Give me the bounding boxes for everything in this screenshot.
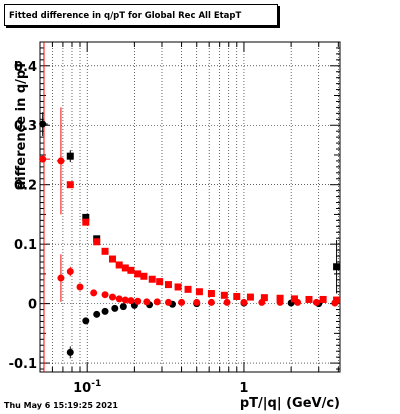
data-point-circle xyxy=(39,120,47,128)
chart-title: Fitted difference in q/pT for Global Rec… xyxy=(4,4,278,26)
data-point-square xyxy=(319,295,327,303)
data-point-square xyxy=(134,270,142,278)
y-tick-label: 0.4 xyxy=(14,60,37,75)
x-axis-label: pT/|q| (GeV/c) xyxy=(239,396,340,411)
data-point-square xyxy=(82,213,90,221)
data-point-circle xyxy=(153,298,161,306)
data-point-circle xyxy=(101,291,109,299)
y-tick-label: 0.1 xyxy=(14,238,37,253)
data-point-circle xyxy=(39,155,47,163)
data-point-square xyxy=(66,181,74,189)
data-point-circle xyxy=(240,298,248,306)
data-point-circle xyxy=(312,298,320,306)
x-tick-label: 1 xyxy=(239,381,248,396)
data-point-circle xyxy=(101,307,109,315)
data-point-square xyxy=(184,285,192,293)
data-point-circle xyxy=(258,298,266,306)
data-point-square xyxy=(121,264,129,272)
data-point-circle xyxy=(207,298,215,306)
data-point-circle xyxy=(108,293,116,301)
data-point-circle xyxy=(111,304,119,312)
y-tick-label: 0 xyxy=(28,298,37,313)
data-point-circle xyxy=(164,298,172,306)
data-point-square xyxy=(93,238,101,246)
data-point-square xyxy=(101,247,109,255)
data-point-circle xyxy=(90,289,98,297)
data-point-square xyxy=(276,294,284,302)
data-point-circle xyxy=(57,274,65,282)
data-point-square xyxy=(148,275,156,283)
grid-lines xyxy=(40,42,340,372)
data-point-square xyxy=(333,263,341,271)
data-point-square xyxy=(246,293,254,301)
data-point-square xyxy=(174,283,182,291)
y-tick-label: -0.1 xyxy=(9,357,37,372)
data-point-square xyxy=(156,278,164,286)
data-point-square xyxy=(260,294,268,302)
data-point-circle xyxy=(193,298,201,306)
y-axis-label-text: difference in q/pT xyxy=(14,60,29,190)
axis-ticks: -0.1 0 0.1 0.2 0.3 0.4 10-1 1 xyxy=(9,41,340,396)
data-point-square xyxy=(127,266,135,274)
data-point-circle xyxy=(134,297,142,305)
y-tick-label: 0.2 xyxy=(14,179,37,194)
data-point-square xyxy=(290,295,298,303)
data-markers xyxy=(39,42,341,372)
data-point-circle xyxy=(57,157,65,165)
plot-frame xyxy=(39,41,341,373)
data-point-circle xyxy=(223,298,231,306)
timestamp: Thu May 6 15:19:25 2021 xyxy=(4,401,118,410)
data-point-circle xyxy=(93,310,101,318)
data-point-circle xyxy=(127,297,135,305)
data-point-square xyxy=(140,272,148,280)
data-point-circle xyxy=(82,317,90,325)
data-point-circle xyxy=(276,298,284,306)
data-point-square xyxy=(233,292,241,300)
data-point-square xyxy=(164,281,172,289)
data-point-circle xyxy=(178,298,186,306)
data-point-square xyxy=(66,152,74,160)
data-point-circle xyxy=(66,348,74,356)
data-point-circle xyxy=(294,298,302,306)
data-point-circle xyxy=(331,299,339,307)
data-point-square xyxy=(195,288,203,296)
data-point-square xyxy=(115,261,123,269)
x-tick-label: 10-1 xyxy=(73,379,101,396)
data-point-square xyxy=(82,218,90,226)
data-point-circle xyxy=(66,268,74,276)
y-tick-label: 0.3 xyxy=(14,119,37,134)
data-point-circle xyxy=(121,296,129,304)
data-point-circle xyxy=(143,298,151,306)
y-axis-label: difference in q/pT xyxy=(14,40,29,190)
data-point-square xyxy=(108,255,116,263)
data-point-square xyxy=(207,290,215,298)
data-point-circle xyxy=(115,295,123,303)
data-point-circle xyxy=(119,303,127,311)
data-point-square xyxy=(305,295,313,303)
data-point-square xyxy=(220,291,228,299)
data-point-circle xyxy=(76,283,84,291)
